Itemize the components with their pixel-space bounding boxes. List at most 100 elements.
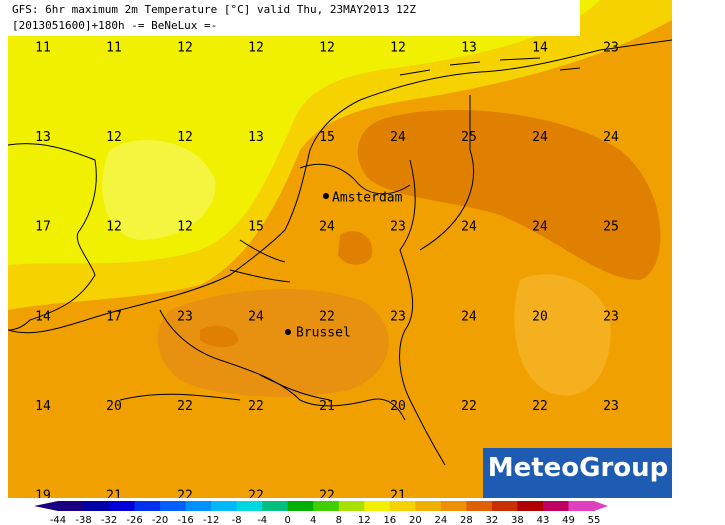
grid-value: 24 — [532, 220, 548, 235]
grid-value: 12 — [177, 41, 193, 56]
grid-value: 14 — [35, 309, 51, 324]
colorbar-segment — [364, 501, 391, 511]
colorbar-label: 32 — [486, 515, 499, 525]
grid-value: 21 — [319, 399, 335, 414]
grid-value: 14 — [532, 41, 548, 56]
grid-value: 13 — [248, 130, 264, 145]
colorbar-label: 16 — [383, 515, 396, 525]
city-dot — [323, 193, 329, 199]
grid-value: 24 — [319, 220, 335, 235]
colorbar-segment — [542, 501, 569, 511]
grid-value: 22 — [319, 309, 335, 324]
grid-value: 24 — [532, 130, 548, 145]
colorbar-label: 28 — [460, 515, 473, 525]
grid-value: 12 — [390, 41, 406, 56]
colorbar-segment — [338, 501, 365, 511]
grid-value: 22 — [177, 399, 193, 414]
colorbar-segment — [313, 501, 340, 511]
colorbar-label: 38 — [511, 515, 524, 525]
colorbar-segment — [262, 501, 289, 511]
grid-value: 12 — [319, 41, 335, 56]
grid-value: 25 — [461, 130, 477, 145]
colorbar-segment — [415, 501, 442, 511]
grid-value: 20 — [390, 399, 406, 414]
colorbar-segment — [389, 501, 416, 511]
grid-value: 23 — [603, 399, 619, 414]
grid-value: 12 — [106, 130, 122, 145]
colorbar-label: -8 — [232, 515, 242, 525]
colorbar-label: 20 — [409, 515, 422, 525]
grid-value: 17 — [35, 220, 51, 235]
colorbar-label: 12 — [358, 515, 371, 525]
colorbar-label: -44 — [50, 515, 66, 525]
colorbar-segment — [185, 501, 212, 511]
grid-value: 25 — [603, 220, 619, 235]
colorbar-label: 49 — [562, 515, 575, 525]
grid-value: 23 — [390, 220, 406, 235]
grid-value: 13 — [461, 41, 477, 56]
colorbar-segment — [287, 501, 314, 511]
colorbar-segment — [160, 501, 187, 511]
header-box — [8, 0, 580, 36]
colorbar-label: 24 — [434, 515, 447, 525]
logo: MeteoGroup — [488, 453, 669, 483]
grid-value: 15 — [319, 130, 335, 145]
grid-value: 11 — [106, 41, 122, 56]
colorbar-label: 8 — [336, 515, 342, 525]
city-label: Brussel — [296, 326, 351, 341]
grid-value: 23 — [390, 309, 406, 324]
colorbar-label: -32 — [101, 515, 117, 525]
grid-value: 11 — [35, 41, 51, 56]
grid-value: 15 — [248, 220, 264, 235]
colorbar-arrow — [594, 501, 608, 511]
colorbar-label: -38 — [75, 515, 91, 525]
colorbar-label: -16 — [177, 515, 193, 525]
grid-value: 22 — [248, 399, 264, 414]
colorbar-label: 55 — [588, 515, 601, 525]
colorbar-segment — [211, 501, 238, 511]
colorbar-segment — [568, 501, 595, 511]
header-title: GFS: 6hr maximum 2m Temperature [°C] val… — [12, 3, 416, 16]
grid-value: 13 — [35, 130, 51, 145]
colorbar-segment — [134, 501, 161, 511]
colorbar-segment — [440, 501, 467, 511]
grid-value: 12 — [177, 130, 193, 145]
colorbar-segment — [83, 501, 110, 511]
colorbar-label: -26 — [126, 515, 142, 525]
colorbar-segment — [236, 501, 263, 511]
colorbar-label: -20 — [152, 515, 168, 525]
grid-value: 17 — [106, 309, 122, 324]
grid-value: 22 — [532, 399, 548, 414]
grid-value: 22 — [461, 399, 477, 414]
grid-value: 12 — [106, 220, 122, 235]
colorbar-label: -12 — [203, 515, 219, 525]
header-subtitle: [2013051600]+180h -= BeNeLux =- — [12, 19, 217, 32]
grid-value: 24 — [603, 130, 619, 145]
temperature-field — [8, 0, 672, 498]
colorbar-segment — [466, 501, 493, 511]
colorbar-segment — [491, 501, 518, 511]
colorbar-segment — [109, 501, 136, 511]
grid-value: 14 — [35, 399, 51, 414]
grid-value: 12 — [248, 41, 264, 56]
colorbar-arrow — [34, 501, 58, 511]
coastlines — [8, 39, 672, 466]
grid-value: 20 — [532, 309, 548, 324]
grid-value: 24 — [390, 130, 406, 145]
grid-value: 20 — [106, 399, 122, 414]
colorbar-label: 0 — [285, 515, 291, 525]
grid-value: 24 — [461, 220, 477, 235]
logo-box — [483, 448, 672, 498]
grid-value: 23 — [603, 41, 619, 56]
colorbar-segment — [58, 501, 85, 511]
grid-value: 24 — [248, 309, 264, 324]
colorbar-segment — [517, 501, 544, 511]
grid-value: 12 — [177, 220, 193, 235]
grid-value: 24 — [461, 309, 477, 324]
colorbar-label: -4 — [257, 515, 267, 525]
city-dot — [285, 329, 291, 335]
colorbar-label: 43 — [537, 515, 550, 525]
colorbar-label: 4 — [310, 515, 316, 525]
